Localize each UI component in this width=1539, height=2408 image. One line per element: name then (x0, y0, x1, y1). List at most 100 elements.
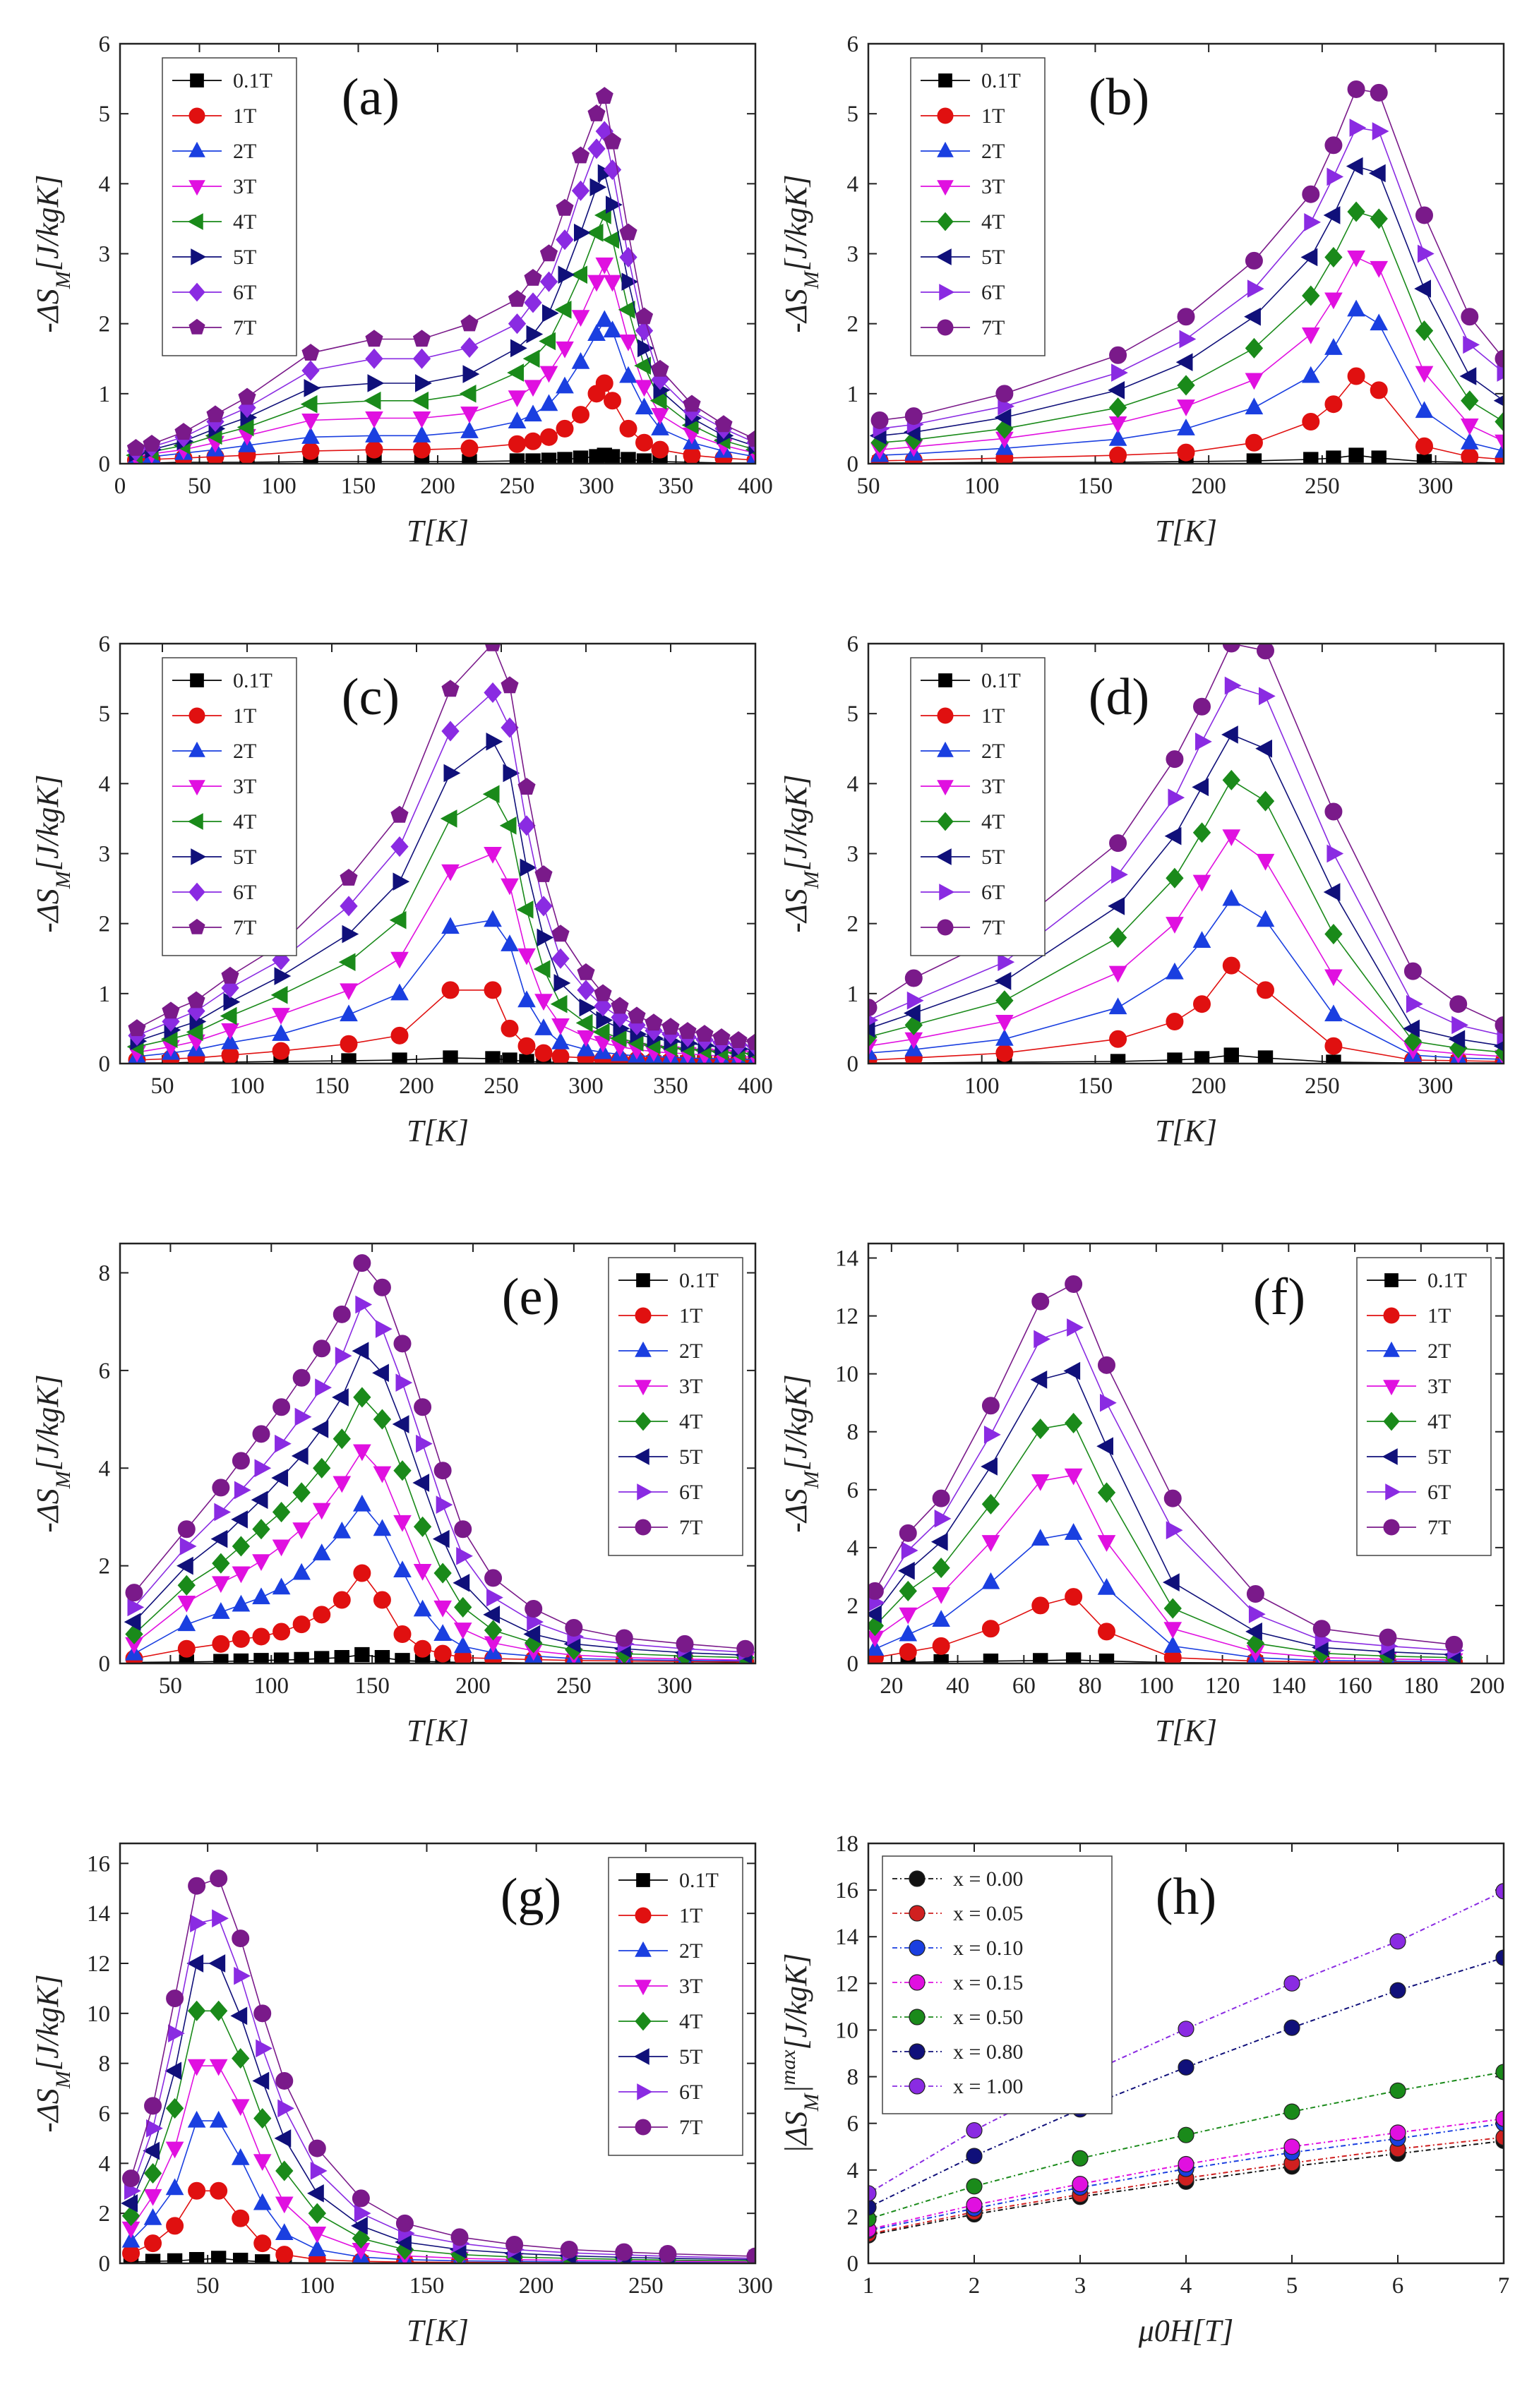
legend-label: 4T (981, 810, 1005, 833)
data-point (292, 1368, 311, 1387)
data-point (390, 951, 409, 969)
data-point (635, 307, 654, 325)
legend-marker (1383, 1307, 1400, 1324)
data-point (1166, 750, 1184, 769)
legend-item: 7T (172, 916, 256, 939)
data-point (981, 1457, 998, 1476)
data-point (1166, 1521, 1183, 1540)
data-point (233, 1653, 249, 1663)
legend-item: x = 0.10 (892, 1937, 1023, 1960)
data-point (635, 380, 654, 397)
legend-label: 6T (981, 281, 1005, 304)
data-point (1416, 454, 1432, 464)
legend-label: 6T (1427, 1481, 1451, 1504)
legend-marker (633, 2048, 649, 2065)
data-point (577, 963, 595, 980)
data-point (899, 1580, 917, 1601)
x-tick-label: 100 (964, 1073, 1000, 1099)
data-point (253, 2004, 272, 2023)
x-tick-label: 50 (188, 474, 211, 499)
data-point (484, 1569, 503, 1587)
plot-area (869, 80, 1504, 464)
data-point (390, 1026, 409, 1045)
legend-marker (937, 812, 954, 831)
legend-item: 6T (618, 2081, 702, 2104)
x-tick-label: 150 (409, 2273, 445, 2299)
y-tick-label: 3 (847, 242, 859, 267)
data-point (459, 384, 477, 403)
data-point (353, 1564, 371, 1582)
data-point (1460, 432, 1479, 450)
data-point (390, 805, 409, 823)
data-point (365, 411, 383, 428)
data-point (162, 1001, 180, 1019)
data-point (522, 349, 540, 368)
x-tick-label: 50 (857, 474, 880, 499)
data-point (255, 2254, 270, 2263)
panel-label: (b) (1089, 68, 1149, 126)
chart-panel-7: 50 100 150 200 250 300 0 2 4 6 8 10 12 14 16 T[K] -ΔSM[J… (30, 1842, 773, 2348)
data-point (1109, 834, 1127, 853)
data-point (534, 1044, 553, 1062)
legend-item: 3T (172, 775, 256, 798)
data-point (121, 2194, 138, 2213)
data-point (1111, 363, 1128, 382)
data-point (932, 1637, 950, 1655)
legend-marker (188, 707, 205, 724)
series-5T (868, 1361, 1461, 1663)
x-tick-label: 100 (1139, 1673, 1174, 1699)
data-point (212, 1635, 230, 1653)
y-tick-label: 5 (99, 702, 111, 727)
series-x0.80 (868, 1949, 1504, 2216)
data-point (695, 1025, 714, 1042)
data-point (508, 390, 527, 408)
data-point (1324, 395, 1343, 414)
data-point (1067, 1318, 1084, 1337)
data-point (1418, 244, 1435, 263)
data-point (433, 1563, 452, 1584)
data-point (1302, 413, 1320, 431)
data-point (550, 994, 568, 1013)
legend-item: x = 0.00 (892, 1867, 1023, 1891)
legend-box (910, 57, 1046, 356)
x-tick-label: 250 (556, 1673, 592, 1699)
data-point (187, 2110, 206, 2128)
data-point (594, 996, 612, 1017)
data-point (462, 365, 480, 383)
data-point (214, 1503, 232, 1522)
data-point (995, 1015, 1014, 1032)
data-point (649, 391, 667, 410)
data-point (272, 1042, 290, 1060)
data-point (275, 2246, 294, 2263)
data-point (1347, 80, 1365, 98)
y-tick-label: 0 (99, 1052, 111, 1077)
data-point (517, 1037, 536, 1055)
data-point (1100, 1393, 1117, 1412)
series-4T (868, 1412, 1463, 1663)
data-point (577, 1030, 595, 1047)
data-point (414, 1639, 432, 1658)
series-5T (130, 732, 755, 1059)
data-point (1495, 440, 1504, 458)
data-point (524, 292, 542, 313)
panel-label: (h) (1156, 1868, 1216, 1926)
data-point (1108, 416, 1127, 433)
data-point (256, 2039, 273, 2058)
data-point (520, 858, 537, 877)
legend-label: 2T (981, 740, 1005, 763)
x-tick-label: 350 (659, 474, 694, 499)
data-point (122, 2169, 140, 2188)
y-tick-label: 6 (99, 1359, 111, 1384)
data-point (1033, 1653, 1048, 1663)
data-point (254, 1459, 272, 1478)
data-point (1463, 335, 1480, 354)
data-point (210, 2181, 228, 2200)
legend-marker (188, 780, 205, 796)
data-point (594, 984, 612, 1001)
data-point (899, 1643, 917, 1661)
y-tick-label: 4 (99, 1456, 111, 1481)
legend-label: 3T (679, 1375, 702, 1398)
legend-item: 0.1T (1367, 1269, 1467, 1292)
series-4T (870, 201, 1504, 453)
data-point (1065, 1275, 1083, 1293)
